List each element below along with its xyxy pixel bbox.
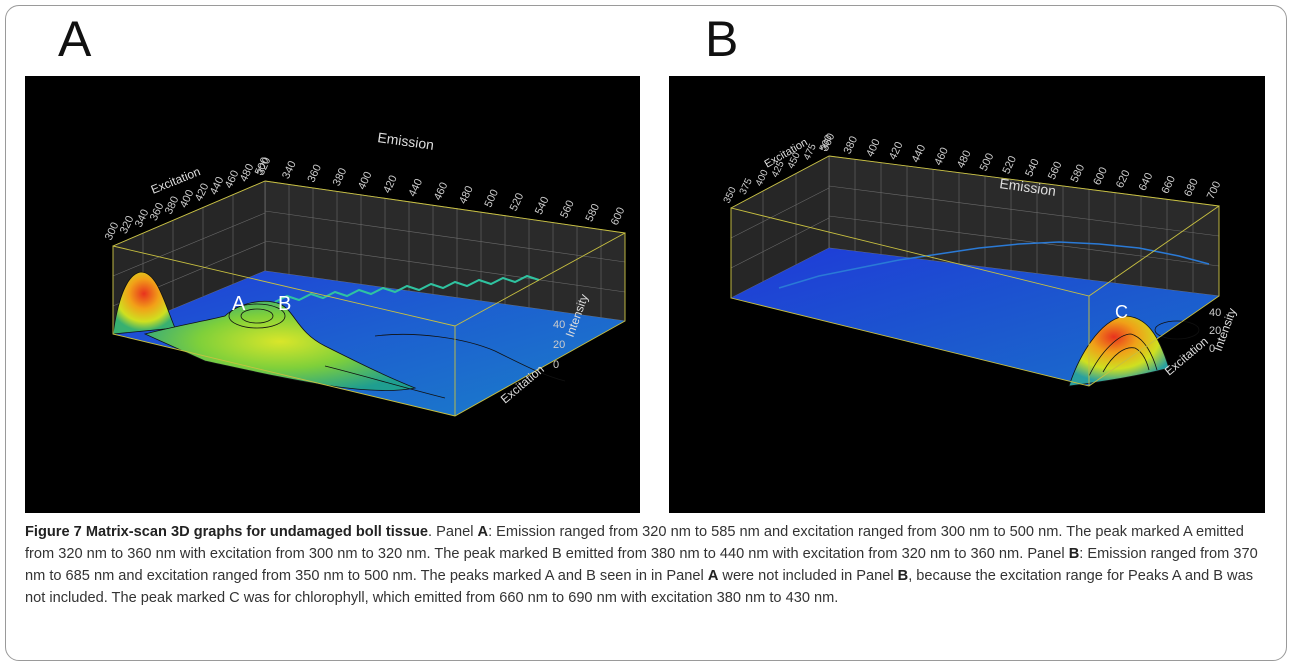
emission-tick: 440 bbox=[407, 177, 426, 199]
intensity-tick: 20 bbox=[1209, 325, 1221, 337]
panel-a-letter: A bbox=[58, 11, 92, 67]
emission-tick: 560 bbox=[558, 198, 577, 220]
excitation-tick: 375 bbox=[738, 176, 755, 196]
emission-axis-title: Emission bbox=[999, 175, 1057, 199]
emission-tick: 520 bbox=[1000, 154, 1019, 176]
figure-frame bbox=[5, 5, 1287, 661]
excitation-axis-title-front: Excitation bbox=[1162, 334, 1211, 378]
emission-tick: 400 bbox=[356, 170, 375, 192]
emission-tick: 680 bbox=[1182, 177, 1201, 199]
intensity-tick: 0 bbox=[553, 359, 559, 371]
emission-tick: 560 bbox=[1046, 160, 1065, 182]
emission-tick: 380 bbox=[331, 166, 350, 188]
emission-tick: 420 bbox=[381, 173, 400, 195]
figure-caption: Figure 7 Matrix-scan 3D graphs for undam… bbox=[25, 521, 1275, 609]
excitation-axis-title-back: Excitation bbox=[149, 164, 202, 196]
intensity-tick: 40 bbox=[1209, 307, 1221, 319]
caption-panel-ref: B bbox=[897, 568, 909, 584]
caption-text: : Emission ranged from 320 nm to 585 nm … bbox=[25, 524, 1244, 562]
peak-c-label: C bbox=[1115, 302, 1128, 322]
excitation-tick: 350 bbox=[722, 185, 739, 205]
emission-tick: 580 bbox=[584, 202, 603, 224]
emission-tick: 460 bbox=[432, 181, 451, 203]
intensity-tick: 20 bbox=[553, 339, 565, 351]
panel-a-plot: A B Emission Excitation Intensity Excita… bbox=[25, 76, 640, 513]
emission-tick: 420 bbox=[887, 140, 906, 162]
emission-tick: 340 bbox=[280, 159, 299, 181]
emission-tick: 620 bbox=[1114, 168, 1133, 190]
caption-text: , because the excitation range for Peaks… bbox=[25, 568, 1253, 606]
emission-axis-title: Emission bbox=[377, 129, 435, 153]
emission-tick: 660 bbox=[1159, 174, 1178, 196]
panel-b-letter: B bbox=[705, 11, 739, 67]
emission-tick: 540 bbox=[1023, 157, 1042, 179]
emission-tick: 360 bbox=[305, 163, 324, 185]
caption-title: Figure 7 Matrix-scan 3D graphs for undam… bbox=[25, 524, 429, 540]
emission-tick: 500 bbox=[978, 151, 997, 173]
intensity-tick: 40 bbox=[553, 319, 565, 331]
excitation-tick: 400 bbox=[754, 168, 771, 188]
emission-tick: 480 bbox=[457, 184, 476, 206]
emission-tick: 480 bbox=[955, 148, 974, 170]
emission-tick: 540 bbox=[533, 195, 552, 217]
caption-panel-ref: A bbox=[707, 568, 719, 584]
caption-panel-ref: A bbox=[477, 524, 489, 540]
panel-a-3d-graph: A B Emission Excitation Intensity Excita… bbox=[103, 129, 628, 417]
emission-tick: 380 bbox=[842, 134, 861, 156]
emission-tick: 600 bbox=[1091, 165, 1110, 187]
emission-tick: 700 bbox=[1205, 180, 1224, 202]
emission-tick: 440 bbox=[910, 143, 929, 165]
intensity-tick: 0 bbox=[1209, 343, 1215, 355]
emission-tick: 520 bbox=[508, 191, 527, 213]
emission-tick: 600 bbox=[609, 206, 628, 228]
caption-text: : Emission ranged from 370 nm to 685 nm … bbox=[25, 546, 1258, 584]
emission-tick: 460 bbox=[932, 146, 951, 168]
caption-text: were not included in Panel bbox=[718, 568, 898, 584]
panel-b-3d-graph: C Emission Excitation Intensity Excitati… bbox=[722, 132, 1239, 387]
peak-b-label: B bbox=[278, 293, 291, 315]
emission-tick: 640 bbox=[1137, 171, 1156, 193]
panel-b-plot: C Emission Excitation Intensity Excitati… bbox=[669, 76, 1265, 513]
caption-text: . Panel bbox=[428, 524, 478, 540]
emission-tick: 580 bbox=[1069, 163, 1088, 185]
peak-a-label: A bbox=[232, 293, 246, 315]
emission-tick: 500 bbox=[482, 188, 501, 210]
emission-tick: 400 bbox=[864, 137, 883, 159]
caption-panel-ref: B bbox=[1068, 546, 1080, 562]
